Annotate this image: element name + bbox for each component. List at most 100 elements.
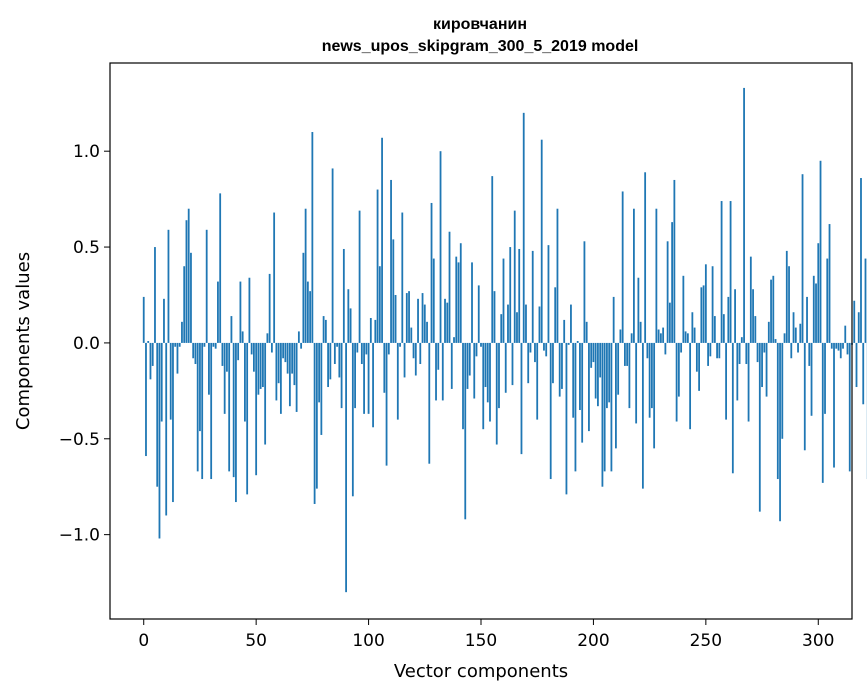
bar-90	[345, 342, 347, 593]
bar-175	[536, 342, 539, 420]
chart-subtitle: news_upos_skipgram_300_5_2019 model	[322, 38, 639, 55]
bar-294	[803, 342, 806, 451]
bar-207	[608, 342, 611, 403]
bar-203	[599, 342, 602, 378]
bar-136	[448, 231, 451, 343]
bar-177	[540, 139, 543, 343]
bar-62	[282, 342, 285, 359]
bar-132	[439, 151, 442, 343]
bar-259	[725, 342, 727, 420]
bar-292	[799, 323, 802, 343]
bar-295	[806, 296, 808, 343]
bar-51	[257, 342, 260, 395]
bar-26	[201, 342, 204, 480]
bar-233	[666, 241, 669, 343]
bar-185	[558, 342, 561, 397]
bar-72	[304, 208, 307, 343]
bar-239	[680, 342, 683, 353]
bar-214	[624, 342, 626, 366]
bar-54	[264, 342, 267, 445]
bar-199	[590, 342, 593, 368]
bar-281	[774, 339, 777, 343]
bar-151	[482, 342, 485, 430]
bar-102	[372, 342, 374, 428]
bar-236	[673, 179, 676, 343]
bar-46	[246, 342, 249, 495]
bar-91	[347, 289, 350, 343]
bar-273	[756, 342, 759, 363]
bar-174	[534, 342, 536, 363]
bar-298	[812, 275, 815, 343]
bar-240	[682, 275, 685, 343]
bar-95	[356, 342, 359, 353]
bar-112	[394, 294, 397, 343]
bar-257	[720, 201, 723, 343]
bar-93	[351, 342, 354, 497]
bar-186	[561, 342, 563, 389]
x-axis-label: Vector components	[394, 661, 568, 682]
bar-162	[507, 304, 509, 343]
bar-300	[817, 243, 820, 343]
bar-48	[250, 342, 253, 355]
bar-27	[203, 342, 206, 347]
bar-189	[567, 342, 570, 345]
bar-79	[320, 342, 323, 435]
bar-172	[529, 342, 532, 353]
bar-45	[244, 342, 246, 422]
bar-47	[248, 277, 251, 343]
bar-153	[486, 342, 489, 403]
bar-53	[262, 342, 264, 388]
bar-145	[468, 342, 471, 376]
bar-121	[414, 342, 417, 376]
bar-318	[857, 312, 860, 343]
bar-43	[239, 281, 242, 343]
bar-70	[300, 342, 303, 349]
bar-33	[217, 281, 219, 343]
bar-142	[462, 342, 464, 430]
bar-262	[731, 342, 734, 474]
bar-83	[329, 342, 332, 380]
x-tick-label: 0	[138, 631, 149, 651]
bar-100	[367, 342, 370, 414]
bar-283	[779, 342, 781, 522]
bar-96	[358, 210, 361, 343]
bar-279	[770, 279, 772, 343]
bar-194	[579, 342, 581, 411]
y-tick-label: 1.0	[73, 142, 100, 162]
bar-220	[637, 277, 640, 343]
bar-202	[597, 342, 599, 407]
bar-3	[149, 342, 152, 380]
bar-221	[639, 321, 642, 343]
bar-289	[792, 312, 795, 343]
bar-226	[650, 342, 653, 409]
bar-272	[754, 316, 757, 343]
bar-198	[588, 342, 590, 432]
bar-21	[190, 252, 192, 343]
bar-127	[428, 342, 431, 464]
bar-36	[223, 342, 226, 414]
bar-276	[763, 342, 766, 353]
bar-63	[284, 342, 287, 363]
x-tick-label: 200	[577, 631, 609, 651]
bar-215	[626, 342, 629, 366]
bar-183	[554, 287, 557, 343]
bar-71	[302, 252, 305, 343]
bar-306	[830, 342, 833, 349]
plot-frame	[109, 62, 853, 620]
bar-277	[765, 342, 768, 397]
bar-157	[495, 342, 498, 445]
bar-320	[862, 342, 865, 405]
bar-163	[509, 247, 512, 343]
bar-219	[635, 342, 638, 424]
x-tick-label: 150	[465, 631, 497, 651]
bar-286	[785, 250, 788, 343]
bar-57	[270, 342, 273, 353]
bar-307	[833, 342, 835, 468]
bar-76	[313, 342, 316, 504]
bar-288	[790, 342, 793, 359]
bar-251	[707, 342, 709, 366]
bar-248	[700, 287, 703, 343]
bar-11	[167, 229, 170, 343]
bar-256	[718, 342, 721, 359]
bar-75	[311, 132, 314, 343]
